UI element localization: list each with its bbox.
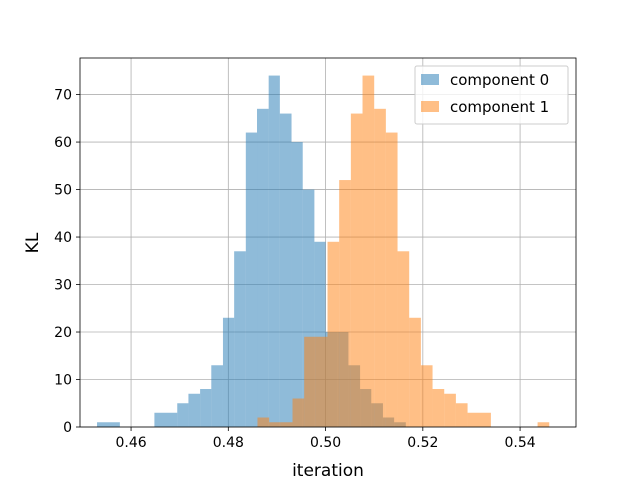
bar-s1-14 [420, 365, 433, 427]
bar-s0-12 [268, 75, 280, 428]
bar-s1-18 [467, 412, 491, 427]
bar-s0-14 [291, 142, 303, 427]
bar-s0-3 [154, 412, 178, 427]
y-tick-label-1: 10 [54, 373, 72, 389]
bar-s1-4 [304, 336, 316, 427]
bar-s0-9 [234, 251, 246, 427]
y-axis-label: KL [23, 232, 43, 253]
bar-s0-0 [97, 422, 120, 427]
series-component-1-bars [257, 75, 550, 428]
bar-s0-10 [245, 132, 258, 427]
bar-s1-15 [432, 389, 445, 427]
bar-s0-4 [177, 403, 189, 427]
y-tick-label-2: 20 [54, 325, 72, 341]
bar-s1-11 [385, 132, 398, 427]
bar-s1-0 [257, 417, 270, 427]
legend-label-component-1: component 1 [450, 98, 549, 116]
y-tick-label-5: 50 [54, 183, 72, 199]
y-tick-label-6: 60 [54, 135, 72, 151]
y-tick-label-3: 30 [54, 278, 72, 294]
y-axis-ticks: 0 10 20 30 40 50 60 70 [54, 88, 80, 436]
legend-frame [414, 65, 569, 125]
bar-s1-8 [350, 113, 363, 427]
bar-s0-15 [302, 189, 315, 427]
legend: component 0 component 1 [414, 65, 569, 125]
x-tick-label-4: 0.54 [504, 435, 535, 451]
bar-s0-7 [211, 365, 223, 427]
plot-frame [79, 57, 577, 428]
bar-s1-13 [409, 317, 421, 427]
y-tick-label-7: 70 [54, 88, 72, 104]
legend-swatch-component-0 [421, 74, 439, 85]
x-tick-label-2: 0.50 [310, 435, 341, 451]
bar-s1-17 [455, 403, 468, 427]
bar-s1-20 [537, 422, 550, 427]
bar-s1-10 [374, 108, 386, 428]
bar-s0-5 [188, 393, 201, 427]
bar-s1-12 [397, 251, 410, 427]
bar-s1-16 [444, 393, 456, 427]
y-tick-label-4: 40 [54, 230, 72, 246]
bar-s0-8 [222, 317, 235, 427]
bar-s1-9 [362, 75, 375, 428]
bar-s0-16 [314, 241, 326, 427]
x-axis-label: iteration [292, 461, 364, 480]
legend-label-component-0: component 0 [450, 71, 549, 89]
y-tick-label-0: 0 [63, 420, 72, 436]
x-tick-label-3: 0.52 [407, 435, 438, 451]
bar-s1-5 [315, 336, 328, 427]
bar-s1-7 [339, 180, 351, 427]
bar-s0-11 [257, 108, 269, 428]
bar-s1-2 [280, 422, 293, 427]
x-tick-label-0: 0.46 [115, 435, 146, 451]
x-tick-label-1: 0.48 [213, 435, 244, 451]
bar-s0-6 [200, 389, 212, 427]
x-axis-ticks: 0.46 0.48 0.50 0.52 0.54 [115, 427, 536, 451]
bar-s1-6 [327, 241, 340, 427]
bar-s0-13 [279, 113, 292, 427]
legend-swatch-component-1 [421, 101, 439, 112]
bar-s1-3 [292, 398, 305, 427]
bar-s1-1 [269, 422, 281, 427]
